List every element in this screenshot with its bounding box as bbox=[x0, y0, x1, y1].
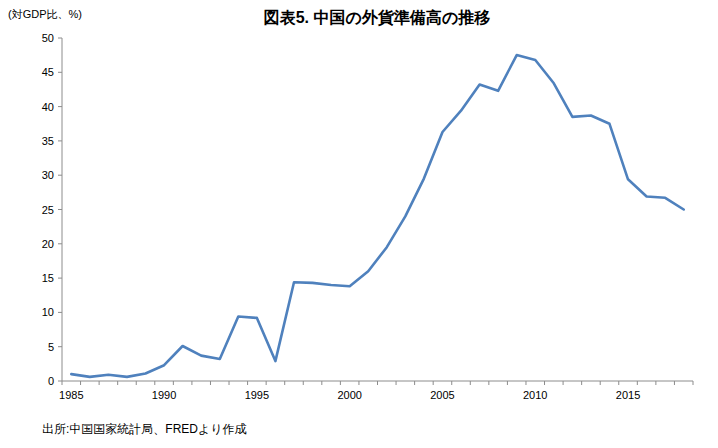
y-tick-label: 15 bbox=[42, 272, 54, 284]
y-tick-label: 10 bbox=[42, 306, 54, 318]
x-tick-label: 2010 bbox=[523, 389, 547, 401]
y-tick-label: 50 bbox=[42, 32, 54, 44]
y-tick-label: 35 bbox=[42, 135, 54, 147]
x-tick-label: 1990 bbox=[152, 389, 176, 401]
y-tick-label: 5 bbox=[48, 341, 54, 353]
y-tick-label: 45 bbox=[42, 66, 54, 78]
y-tick-label: 20 bbox=[42, 238, 54, 250]
x-tick-label: 1985 bbox=[59, 389, 83, 401]
y-tick-label: 30 bbox=[42, 169, 54, 181]
y-tick-label: 40 bbox=[42, 101, 54, 113]
chart-canvas: (対GDP比、%) 図表5. 中国の外貨準備高の推移 0510152025303… bbox=[0, 0, 718, 448]
line-chart-plot: 0 5 10 15 20 25 30 35 40 45 50 1985 1990 1995 2000 2005… bbox=[0, 0, 718, 418]
source-note: 出所:中国国家統計局、FREDより作成 bbox=[42, 421, 247, 438]
y-tick-label: 25 bbox=[42, 204, 54, 216]
data-line bbox=[71, 55, 683, 377]
x-tick-label: 1995 bbox=[245, 389, 269, 401]
x-tick-label: 2015 bbox=[616, 389, 640, 401]
x-tick-label: 2000 bbox=[337, 389, 361, 401]
x-tick-label: 2005 bbox=[430, 389, 454, 401]
y-tick-label: 0 bbox=[48, 375, 54, 387]
